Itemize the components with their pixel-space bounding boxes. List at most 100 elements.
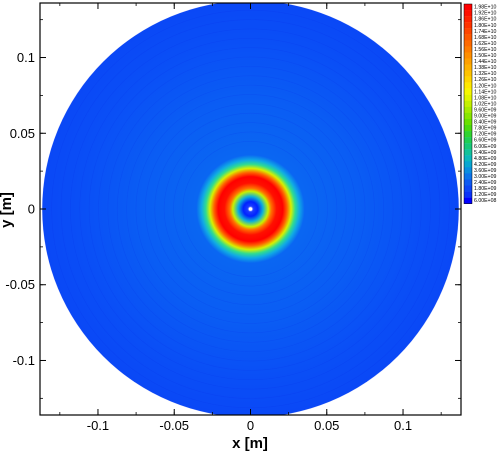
x-axis: -0.1 -0.05 0 0.05 0.1 <box>59 3 442 433</box>
colorbar-swatch <box>464 106 472 114</box>
colorbar-swatch <box>464 94 472 101</box>
x-tick-label: 0.05 <box>314 418 339 433</box>
colorbar-swatch <box>464 155 472 162</box>
colorbar-swatch <box>464 28 472 35</box>
mesh-ring <box>154 112 347 306</box>
colorbar-swatch <box>464 64 472 71</box>
mesh-ring <box>145 103 356 315</box>
colorbar-label: 4.20E+09 <box>474 162 496 168</box>
colorbar-swatch <box>464 40 472 47</box>
colorbar-label: 1.98E+10 <box>474 5 496 11</box>
plot-area <box>42 3 459 415</box>
colorbar-swatch <box>464 10 472 17</box>
x-axis-label: x [m] <box>232 435 268 452</box>
colorbar-label: 1.20E+09 <box>474 192 496 198</box>
colorbar-label: 3.60E+09 <box>474 168 496 174</box>
colorbar-label: 1.62E+10 <box>474 41 496 47</box>
colorbar-swatch <box>464 143 472 150</box>
colorbar-label: 1.44E+10 <box>474 59 496 65</box>
colorbar-label: 1.02E+10 <box>474 101 496 107</box>
colorbar-label: 1.20E+10 <box>474 83 496 89</box>
colorbar-label: 1.08E+10 <box>474 95 496 101</box>
colorbar-swatch <box>464 131 472 138</box>
colorbar-label: 3.00E+09 <box>474 174 496 180</box>
mesh-ring <box>70 28 431 390</box>
colorbar-label: 1.80E+09 <box>474 186 496 192</box>
colorbar-label: 6.60E+09 <box>474 138 496 144</box>
colorbar-swatch <box>464 82 472 89</box>
x-tick-label: -0.05 <box>159 418 189 433</box>
colorbar-swatch <box>464 76 472 83</box>
colorbar-swatch <box>464 16 472 23</box>
colorbar-label: 1.74E+10 <box>474 29 496 35</box>
colorbar-swatch <box>464 173 472 180</box>
mesh-ring <box>98 56 403 362</box>
mesh-ring <box>107 66 394 352</box>
colorbar-swatch <box>464 52 472 59</box>
colorbar-label: 6.00E+08 <box>474 198 496 204</box>
y-tick-label: 0.1 <box>17 50 35 65</box>
colorbar-label: 1.26E+10 <box>474 77 496 83</box>
center-point <box>248 207 253 211</box>
colorbar-label: 9.00E+09 <box>474 114 496 120</box>
mesh-ring <box>182 141 319 277</box>
colorbar-swatch <box>464 22 472 29</box>
colorbar-label: 7.20E+09 <box>474 132 496 138</box>
x-tick-label: -0.1 <box>87 418 109 433</box>
colorbar-swatch <box>464 34 472 41</box>
colorbar-swatch <box>464 118 472 126</box>
mesh-ring <box>51 9 450 409</box>
mesh-ring <box>135 94 366 324</box>
y-tick-label: -0.05 <box>5 277 35 292</box>
colorbar-label: 1.32E+10 <box>474 71 496 77</box>
colorbar-label: 4.80E+09 <box>474 156 496 162</box>
colorbar-label: 1.50E+10 <box>474 53 496 59</box>
colorbar-label: 1.56E+10 <box>474 47 496 53</box>
colorbar-swatch <box>464 70 472 77</box>
colorbar-swatch <box>464 149 472 156</box>
y-tick-label: 0.05 <box>10 126 35 141</box>
mesh-ring <box>60 19 441 399</box>
colorbar-swatch <box>464 161 472 168</box>
colorbar-label: 1.14E+10 <box>474 89 496 95</box>
colorbar-swatch <box>464 179 472 186</box>
colorbar-label: 1.68E+10 <box>474 35 496 41</box>
mesh-ring <box>173 131 328 287</box>
x-tick-label: 0 <box>247 418 254 433</box>
colorbar-swatch <box>464 88 472 95</box>
y-tick-label: 0 <box>28 202 35 217</box>
y-axis: 0.1 0.05 0 -0.05 -0.1 <box>5 19 461 399</box>
mesh-ring <box>88 47 413 371</box>
colorbar-label: 5.40E+09 <box>474 150 496 156</box>
colorbar-label: 1.86E+10 <box>474 17 496 23</box>
colorbar-swatch <box>464 46 472 53</box>
colorbar-legend: 1.98E+101.92E+101.86E+101.80E+101.74E+10… <box>463 3 496 204</box>
colorbar-swatch <box>464 58 472 65</box>
colorbar-swatch <box>464 191 472 198</box>
colorbar-swatch <box>464 125 472 132</box>
colorbar-swatch <box>464 185 472 192</box>
colorbar-label: 1.80E+10 <box>474 23 496 29</box>
y-tick-label: -0.1 <box>13 353 35 368</box>
colorbar-label: 1.38E+10 <box>474 65 496 71</box>
colorbar-label: 6.00E+09 <box>474 144 496 150</box>
mesh-ring <box>79 37 422 381</box>
y-axis-label: y [m] <box>0 192 15 228</box>
mesh-ring <box>163 122 338 296</box>
mesh-ring <box>116 75 385 343</box>
colorbar-label: 9.60E+09 <box>474 107 496 113</box>
colorbar-label: 8.40E+09 <box>474 120 496 126</box>
colorbar-label: 2.40E+09 <box>474 180 496 186</box>
colorbar-swatch <box>464 137 472 144</box>
colorbar-label: 7.80E+09 <box>474 126 496 132</box>
colorbar-swatch <box>464 197 472 204</box>
x-tick-label: 0.1 <box>394 418 412 433</box>
colorbar-swatch <box>464 112 472 120</box>
colorbar-label: 1.92E+10 <box>474 11 496 17</box>
mesh-ring <box>126 84 375 334</box>
colorbar-swatch <box>464 100 472 108</box>
colorbar-swatch <box>464 4 472 11</box>
colorbar-frame <box>463 3 473 204</box>
colorbar-swatch <box>464 167 472 174</box>
